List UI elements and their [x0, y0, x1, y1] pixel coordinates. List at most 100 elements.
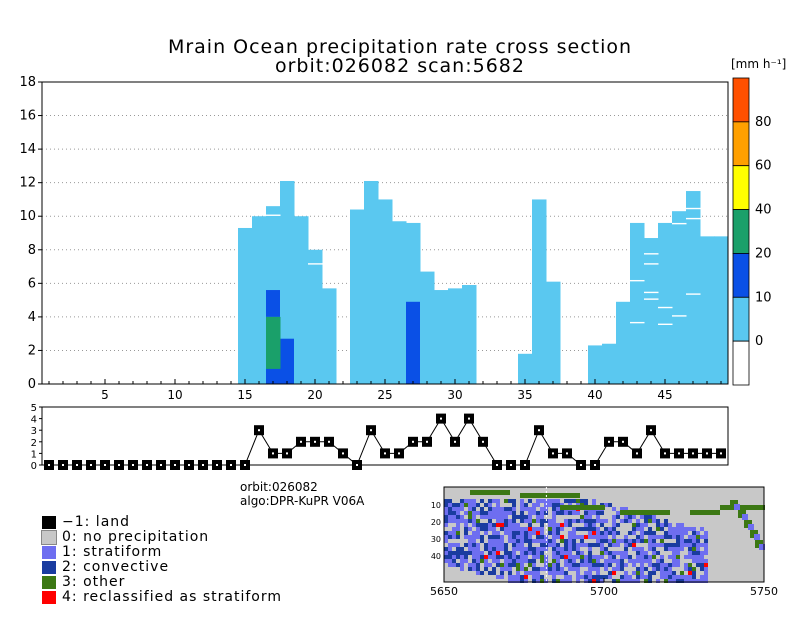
- map-pixel: [472, 531, 476, 535]
- map-pixel: [700, 559, 704, 563]
- map-pixel: [452, 559, 456, 563]
- map-pixel: [552, 511, 556, 515]
- map-pixel: [492, 523, 496, 527]
- map-pixel: [500, 555, 504, 559]
- map-pixel: [664, 531, 668, 535]
- map-pixel: [520, 539, 524, 543]
- map-pixel: [512, 527, 516, 531]
- map-pixel: [476, 555, 480, 559]
- map-pixel: [516, 543, 520, 547]
- map-pixel: [492, 543, 496, 547]
- map-pixel: [624, 543, 628, 547]
- map-pixel: [576, 579, 580, 583]
- map-pixel: [552, 547, 556, 551]
- type-marker-dot: [538, 429, 540, 432]
- map-pixel: [560, 567, 564, 571]
- map-pixel: [568, 555, 572, 559]
- map-pixel: [612, 535, 616, 539]
- y-tick-label-4: 4: [28, 310, 36, 325]
- map-pixel: [568, 547, 572, 551]
- map-pixel: [508, 559, 512, 563]
- map-pixel: [556, 571, 560, 575]
- echo-gap: [658, 306, 673, 309]
- map-pixel: [456, 543, 460, 547]
- map-pixel: [512, 535, 516, 539]
- map-pixel: [456, 547, 460, 551]
- map-pixel: [664, 575, 668, 579]
- map-pixel: [612, 551, 616, 555]
- map-pixel: [524, 507, 528, 511]
- type-marker-dot: [174, 464, 176, 466]
- map-pixel: [572, 567, 576, 571]
- map-pixel: [668, 523, 672, 527]
- map-pixel: [632, 579, 636, 583]
- map-pixel: [572, 535, 576, 539]
- map-pixel: [644, 523, 648, 527]
- map-pixel: [620, 567, 624, 571]
- map-pixel: [664, 567, 668, 571]
- map-pixel: [584, 555, 588, 559]
- map-pixel: [636, 555, 640, 559]
- map-pixel: [492, 531, 496, 535]
- map-pixel: [520, 579, 524, 583]
- map-pixel: [540, 519, 544, 523]
- map-pixel: [608, 559, 612, 563]
- map-pixel: [520, 555, 524, 559]
- map-pixel: [452, 511, 456, 515]
- map-pixel: [512, 551, 516, 555]
- map-pixel: [488, 547, 492, 551]
- map-pixel: [508, 527, 512, 531]
- map-pixel: [452, 531, 456, 535]
- map-pixel: [676, 547, 680, 551]
- map-pixel: [588, 515, 592, 519]
- map-pixel: [588, 535, 592, 539]
- y-tick-label-14: 14: [19, 142, 36, 157]
- legend-swatch-convective: [42, 561, 56, 574]
- map-pixel: [636, 579, 640, 583]
- map-pixel: [456, 515, 460, 519]
- map-pixel: [652, 539, 656, 543]
- map-pixel: [696, 535, 700, 539]
- echo-gap: [672, 315, 687, 317]
- map-pixel: [500, 507, 504, 511]
- map-pixel: [504, 547, 508, 551]
- map-pixel: [628, 539, 632, 543]
- map-pixel: [540, 523, 544, 527]
- map-pixel: [468, 563, 472, 567]
- map-pixel: [692, 571, 696, 575]
- map-pixel: [464, 527, 468, 531]
- map-pixel: [632, 531, 636, 535]
- map-pixel: [504, 555, 508, 559]
- map-pixel: [552, 575, 556, 579]
- map-pixel: [476, 535, 480, 539]
- type-y-label-3: 3: [31, 426, 37, 437]
- map-pixel: [488, 515, 492, 519]
- map-pixel: [520, 499, 524, 503]
- map-pixel: [560, 579, 564, 583]
- map-pixel: [684, 567, 688, 571]
- map-pixel: [548, 563, 552, 567]
- map-pixel: [488, 511, 492, 515]
- map-pixel: [484, 543, 488, 547]
- map-pixel: [672, 543, 676, 547]
- map-pixel: [688, 551, 692, 555]
- map-pixel: [500, 571, 504, 575]
- map-pixel: [656, 519, 660, 523]
- map-pixel: [664, 535, 668, 539]
- map-pixel: [648, 555, 652, 559]
- map-pixel: [536, 531, 540, 535]
- echo-gap: [686, 217, 701, 220]
- map-pixel: [460, 567, 464, 571]
- map-pixel: [672, 531, 676, 535]
- map-pixel: [672, 563, 676, 567]
- map-pixel: [536, 535, 540, 539]
- map-pixel: [444, 555, 448, 559]
- map-pixel: [500, 567, 504, 571]
- type-marker-dot: [636, 452, 638, 455]
- precip-column-ray-35: [518, 353, 533, 384]
- map-pixel: [488, 523, 492, 527]
- map-pixel: [496, 551, 500, 555]
- map-pixel: [664, 579, 668, 583]
- map-pixel: [512, 547, 516, 551]
- map-pixel: [672, 559, 676, 563]
